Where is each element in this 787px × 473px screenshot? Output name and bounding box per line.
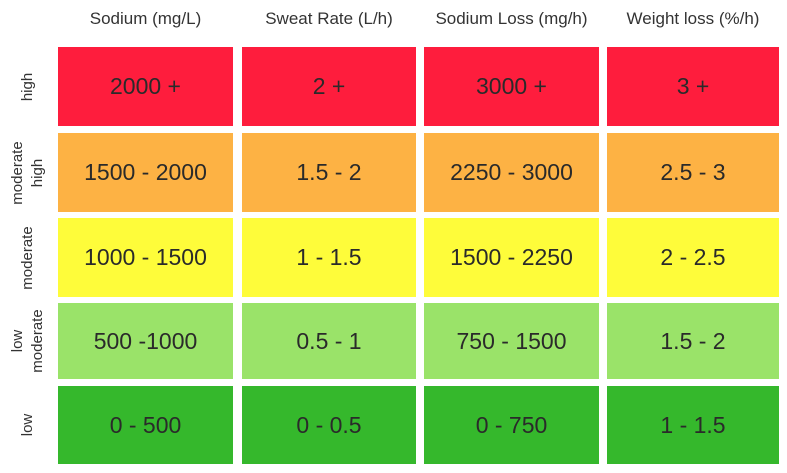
table-cell: 500 -1000 [58, 303, 233, 379]
column-header: Sodium Loss (mg/h) [435, 9, 588, 28]
row-label: moderate high [0, 133, 56, 212]
row-label-line: high [19, 72, 36, 101]
row-label-line: moderate [19, 225, 36, 290]
table-cell: 1000 - 1500 [58, 218, 233, 297]
table-cell: 1500 - 2000 [58, 133, 233, 212]
table-cell: 2 - 2.5 [607, 218, 779, 297]
table-cell: 3000 + [424, 47, 599, 126]
row-label-line: moderate [9, 140, 26, 205]
column-header: Sodium (mg/L) [89, 9, 202, 28]
table-cell: 1 - 1.5 [242, 218, 416, 297]
table-cell: 750 - 1500 [424, 303, 599, 379]
column-header: Weight loss (%/h) [626, 9, 760, 28]
row-label-line: moderate [29, 309, 46, 373]
table-cell: 2250 - 3000 [424, 133, 599, 212]
table-cell: 3 + [607, 47, 779, 126]
row-label: low [0, 386, 56, 464]
table-cell: 1.5 - 2 [607, 303, 779, 379]
table-cell: 1 - 1.5 [607, 386, 779, 464]
row-label-line: low [9, 329, 26, 353]
column-header: Sweat Rate (L/h) [265, 9, 393, 28]
table-cell: 0 - 750 [424, 386, 599, 464]
table-cell: 1.5 - 2 [242, 133, 416, 212]
table-cell: 0 - 0.5 [242, 386, 416, 464]
table-cell: 1500 - 2250 [424, 218, 599, 297]
row-label-line: low [19, 413, 36, 437]
row-label-line: high [29, 158, 46, 187]
table-cell: 2000 + [58, 47, 233, 126]
row-label: moderate [0, 218, 56, 297]
row-label: low moderate [0, 303, 56, 379]
table-cell: 0.5 - 1 [242, 303, 416, 379]
table-cell: 2.5 - 3 [607, 133, 779, 212]
row-label: high [0, 47, 56, 126]
table-cell: 0 - 500 [58, 386, 233, 464]
table-cell: 2 + [242, 47, 416, 126]
